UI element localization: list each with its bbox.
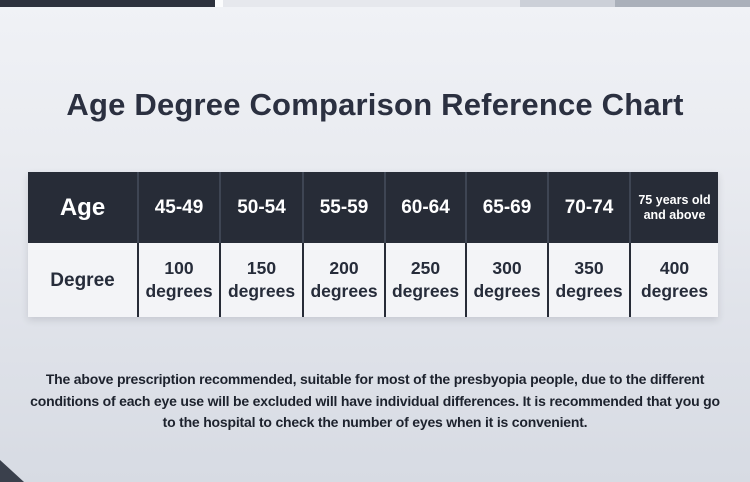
table-header-range-75-plus: 75 years old and above	[629, 172, 718, 243]
top-edge-light-strip	[223, 0, 520, 7]
degree-unit: degrees	[227, 281, 296, 301]
degree-cell-65-69: 300 degrees	[465, 243, 547, 317]
age-degree-reference-table: Age 45-49 50-54 55-59 60-64 65-69 70-74 …	[28, 172, 718, 317]
degree-unit: degrees	[145, 281, 213, 301]
degree-cell-75-plus: 400 degrees	[629, 243, 718, 317]
top-edge-notch	[215, 0, 223, 7]
degree-value: 150	[246, 258, 277, 278]
degree-value: 300	[492, 258, 522, 278]
top-edge-gray-strip	[615, 0, 750, 7]
top-edge-dark-strip	[0, 0, 215, 7]
degree-cell-45-49: 100 degrees	[137, 243, 219, 317]
table-header-range-70-74: 70-74	[547, 172, 629, 243]
disclaimer-note: The above prescription recommended, suit…	[30, 371, 720, 430]
table-header-range-65-69: 65-69	[465, 172, 547, 243]
page-title: Age Degree Comparison Reference Chart	[66, 87, 684, 122]
degree-unit: degrees	[640, 281, 709, 301]
table-header-range-55-59: 55-59	[302, 172, 384, 243]
top-edge-medium-strip	[520, 0, 615, 7]
degree-unit: degrees	[473, 281, 541, 301]
degree-value: 400	[659, 258, 690, 278]
bottom-left-corner-wedge	[0, 460, 24, 482]
degree-unit: degrees	[391, 281, 460, 301]
degree-value: 200	[329, 258, 359, 278]
table-header-range-45-49: 45-49	[137, 172, 219, 243]
degree-unit: degrees	[555, 281, 623, 301]
degree-value: 100	[164, 258, 194, 278]
degree-cell-50-54: 150 degrees	[219, 243, 302, 317]
table-header-range-60-64: 60-64	[384, 172, 465, 243]
degree-unit: degrees	[310, 281, 378, 301]
range-75-line1: 75 years old	[638, 192, 711, 207]
degree-cell-60-64: 250 degrees	[384, 243, 465, 317]
table-row-label-degree: Degree	[28, 243, 137, 317]
range-75-line2: and above	[643, 207, 706, 222]
degree-value: 250	[410, 258, 441, 278]
table-header-range-50-54: 50-54	[219, 172, 302, 243]
degree-cell-55-59: 200 degrees	[302, 243, 384, 317]
table-header-age: Age	[28, 172, 137, 243]
degree-cell-70-74: 350 degrees	[547, 243, 629, 317]
top-decorative-edge	[0, 0, 750, 7]
degree-value: 350	[574, 258, 604, 278]
